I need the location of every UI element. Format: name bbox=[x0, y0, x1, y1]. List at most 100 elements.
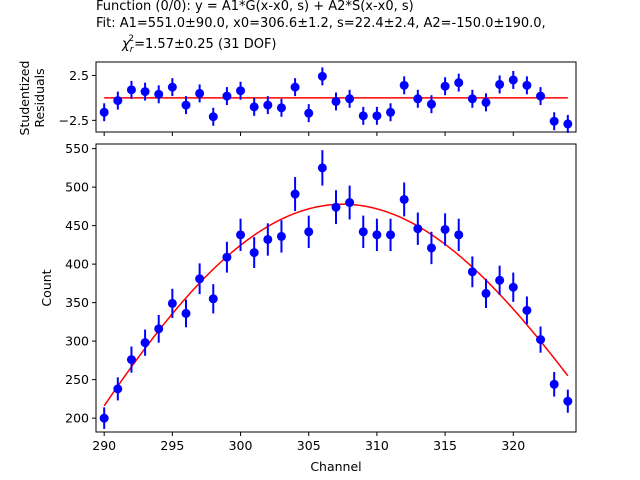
residual-point bbox=[222, 91, 232, 101]
residual-point bbox=[440, 81, 450, 91]
main-y-tick-label: 500 bbox=[65, 180, 89, 195]
residual-point bbox=[126, 85, 136, 95]
main-x-tick-label: 295 bbox=[160, 438, 184, 453]
count-point bbox=[181, 308, 191, 318]
residual-point bbox=[154, 89, 164, 99]
fit-function-title: Function (0/0): y = A1*G(x-x0, s) + A2*S… bbox=[96, 0, 414, 14]
residual-point bbox=[495, 79, 505, 89]
chi-symbol: χ bbox=[121, 37, 131, 52]
main-x-tick-label: 300 bbox=[229, 438, 253, 453]
count-point bbox=[440, 224, 450, 234]
residuals-points bbox=[99, 67, 573, 133]
residuals-x-ticks bbox=[103, 132, 514, 136]
residual-point bbox=[522, 80, 532, 90]
count-point bbox=[236, 230, 246, 240]
residual-point bbox=[413, 94, 423, 104]
residual-point bbox=[236, 86, 246, 96]
count-point bbox=[304, 227, 314, 237]
residuals-ylabel-line1: Studentized bbox=[17, 61, 32, 136]
residual-point bbox=[249, 102, 259, 112]
residual-point bbox=[563, 119, 573, 129]
y-axis-label: Count bbox=[39, 269, 54, 306]
count-point bbox=[467, 267, 477, 277]
main-x-tick-label: 310 bbox=[365, 438, 389, 453]
residual-point bbox=[99, 107, 109, 117]
main-axes-frame bbox=[95, 143, 577, 433]
chi-subscript: r bbox=[130, 45, 135, 55]
residual-point bbox=[276, 103, 286, 113]
residual-point bbox=[331, 96, 341, 106]
residual-point bbox=[113, 96, 123, 106]
count-points bbox=[99, 150, 573, 429]
residual-point bbox=[399, 80, 409, 90]
count-point bbox=[481, 288, 491, 298]
residual-point bbox=[372, 111, 382, 121]
residual-point bbox=[208, 112, 218, 122]
chi-squared-line: χr2=1.57±0.25 (31 DOF) bbox=[121, 34, 277, 55]
residual-point bbox=[454, 78, 464, 88]
chi-value: =1.57±0.25 (31 DOF) bbox=[134, 37, 276, 52]
main-x-tick-label: 320 bbox=[501, 438, 525, 453]
main-y-tick-label: 200 bbox=[65, 411, 89, 426]
count-point bbox=[372, 230, 382, 240]
main-panel: 200 250 300 350 400 450 500 550 290 295 300 305 310… bbox=[39, 141, 577, 474]
residual-point bbox=[345, 94, 355, 104]
count-point bbox=[563, 396, 573, 406]
main-x-ticks: 290 295 300 305 310 315 320 bbox=[92, 432, 525, 453]
x-axis-label: Channel bbox=[310, 459, 361, 474]
main-y-tick-label: 400 bbox=[65, 257, 89, 272]
residuals-panel: 2.5 −2.5 Studentized Residuals bbox=[17, 61, 577, 136]
residual-point bbox=[426, 99, 436, 109]
count-point bbox=[140, 338, 150, 348]
count-point bbox=[413, 224, 423, 234]
count-point bbox=[167, 298, 177, 308]
main-x-tick-label: 305 bbox=[297, 438, 321, 453]
count-point bbox=[154, 324, 164, 334]
residuals-y-ticks: 2.5 −2.5 bbox=[59, 68, 96, 128]
main-y-tick-label: 550 bbox=[65, 141, 89, 156]
count-point bbox=[263, 234, 273, 244]
count-point bbox=[345, 198, 355, 208]
main-y-tick-label: 450 bbox=[65, 218, 89, 233]
count-point bbox=[331, 202, 341, 212]
main-y-tick-label: 250 bbox=[65, 372, 89, 387]
residual-point bbox=[195, 88, 205, 98]
main-x-tick-label: 315 bbox=[433, 438, 457, 453]
count-point bbox=[195, 274, 205, 284]
count-point bbox=[358, 227, 368, 237]
residual-point bbox=[467, 94, 477, 104]
count-point bbox=[99, 413, 109, 423]
count-point bbox=[249, 248, 259, 258]
count-point bbox=[276, 231, 286, 241]
residual-point bbox=[317, 71, 327, 81]
count-point bbox=[549, 379, 559, 389]
count-point bbox=[386, 230, 396, 240]
residual-point bbox=[181, 100, 191, 110]
count-point bbox=[317, 163, 327, 173]
residuals-y-tick-label: −2.5 bbox=[59, 113, 89, 128]
residual-point bbox=[304, 108, 314, 118]
count-point bbox=[208, 294, 218, 304]
chi-superscript: 2 bbox=[128, 34, 134, 44]
residual-point bbox=[263, 100, 273, 110]
count-point bbox=[426, 243, 436, 253]
count-point bbox=[454, 230, 464, 240]
count-point bbox=[222, 252, 232, 262]
residual-point bbox=[167, 82, 177, 92]
main-x-tick-label: 290 bbox=[92, 438, 116, 453]
fit-parameters-line: Fit: A1=551.0±90.0, x0=306.6±1.2, s=22.4… bbox=[96, 16, 546, 31]
count-point bbox=[126, 355, 136, 365]
count-point bbox=[508, 282, 518, 292]
residual-point bbox=[549, 116, 559, 126]
residual-point bbox=[290, 82, 300, 92]
count-point bbox=[522, 305, 532, 315]
main-y-ticks: 200 250 300 350 400 450 500 550 bbox=[65, 141, 96, 426]
residual-point bbox=[508, 75, 518, 85]
count-point bbox=[113, 384, 123, 394]
residual-point bbox=[358, 111, 368, 121]
residual-point bbox=[536, 91, 546, 101]
main-y-tick-label: 350 bbox=[65, 295, 89, 310]
residual-point bbox=[481, 97, 491, 107]
count-point bbox=[290, 189, 300, 199]
